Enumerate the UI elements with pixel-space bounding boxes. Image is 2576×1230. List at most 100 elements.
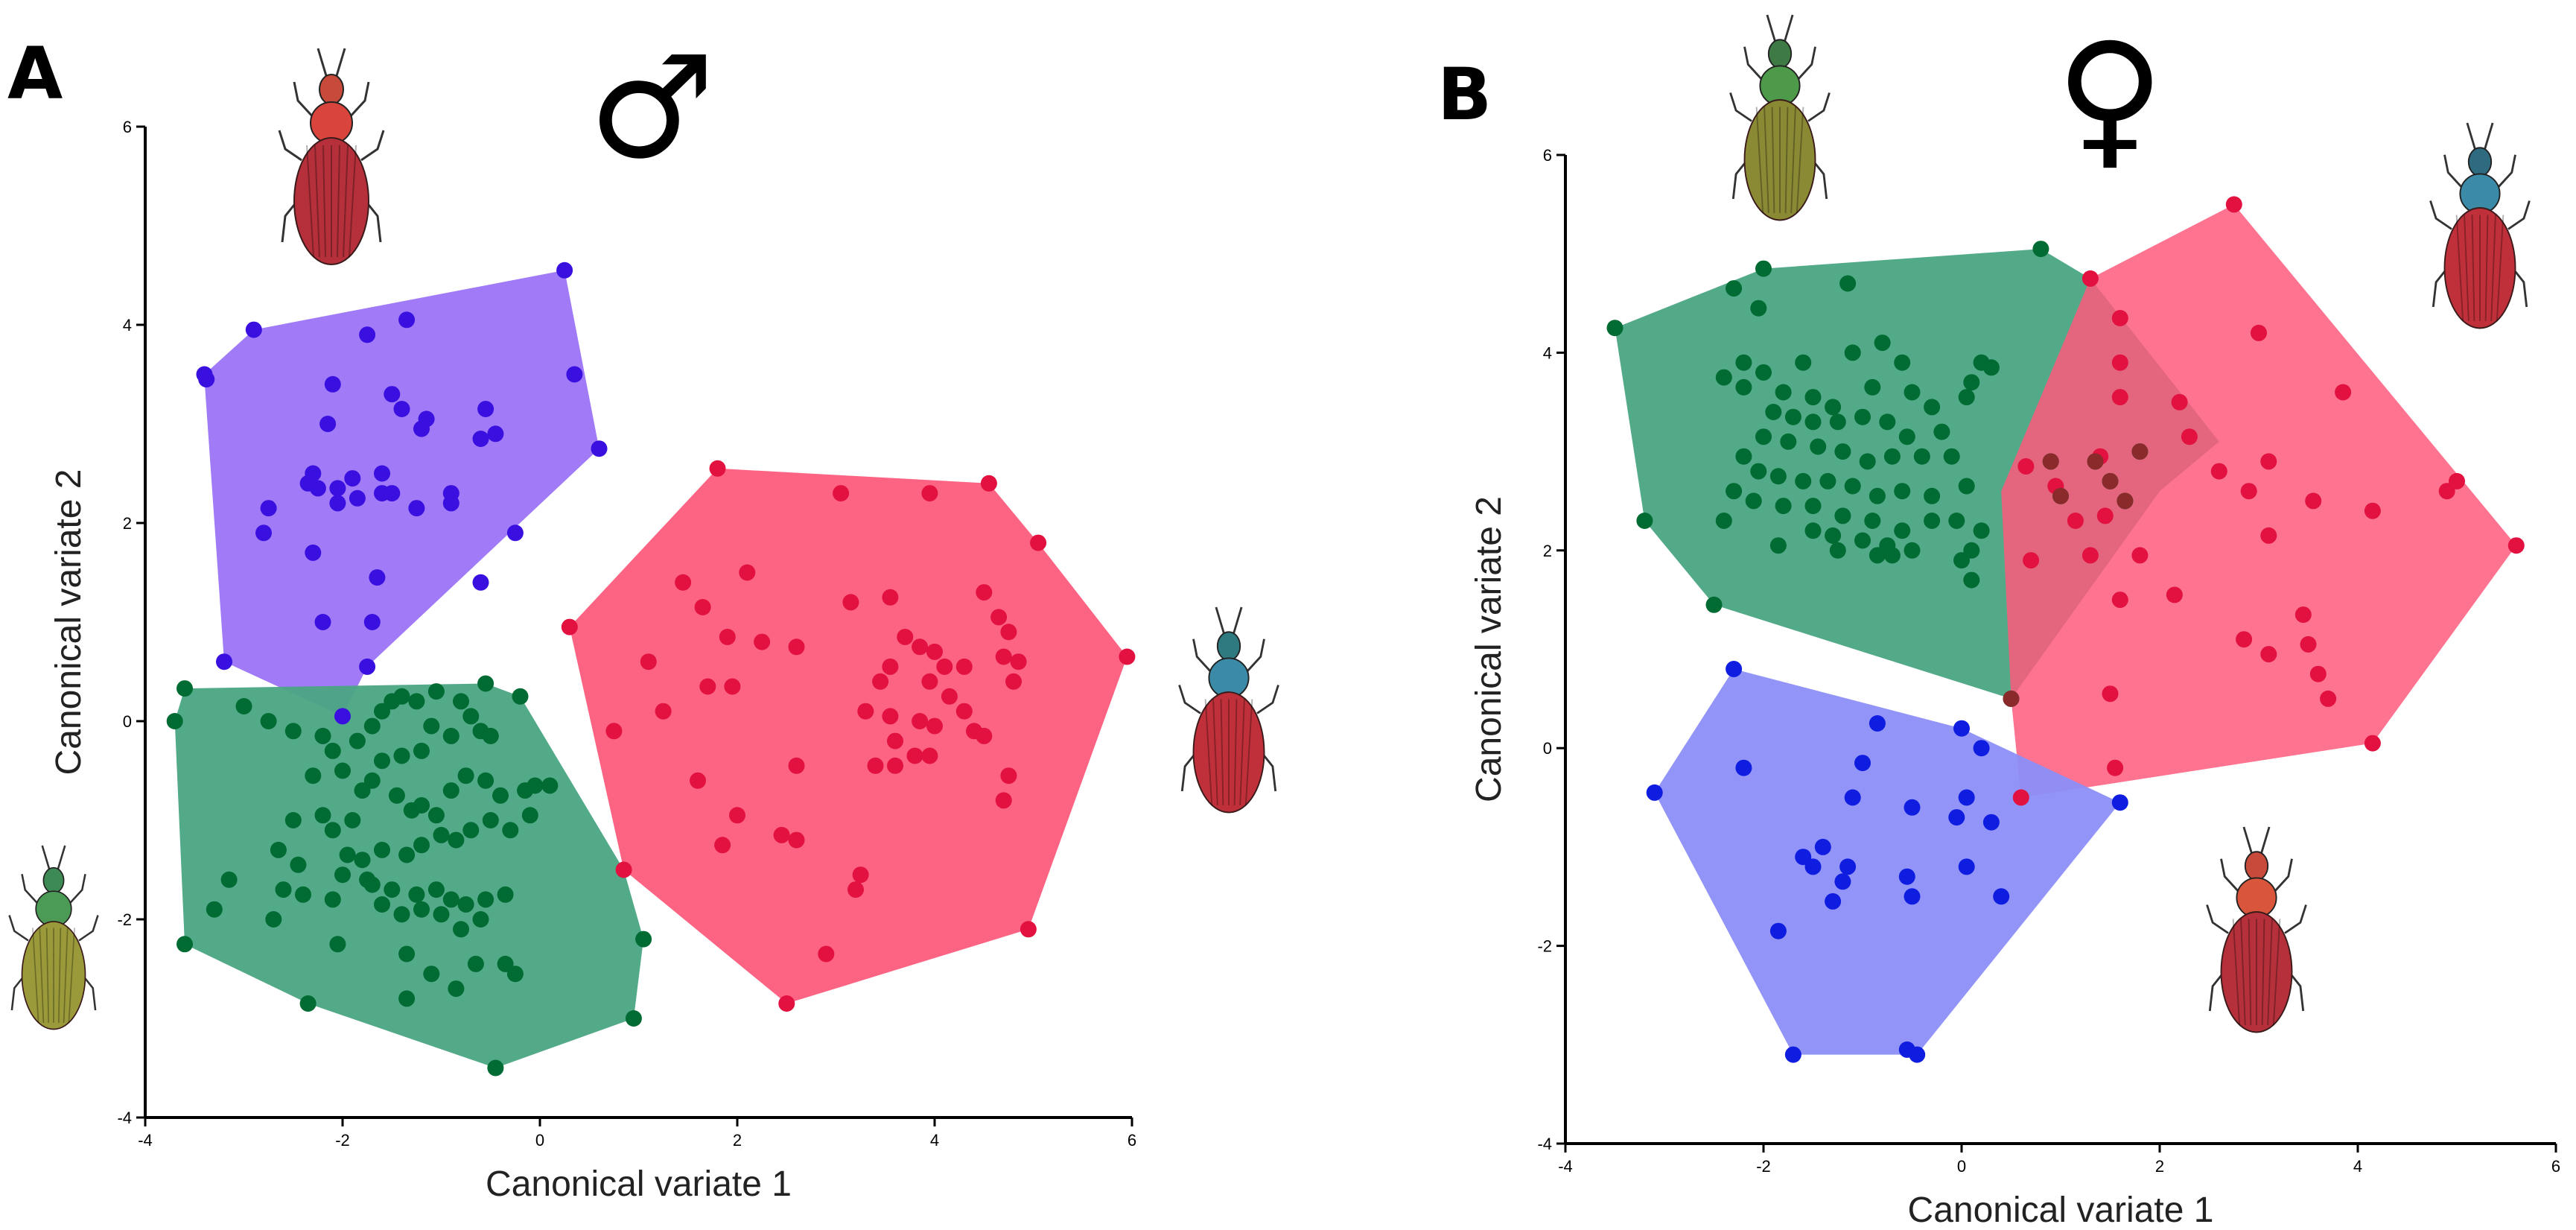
data-point <box>1924 513 1941 529</box>
data-point <box>334 708 351 725</box>
x-tick-label: -4 <box>1558 1157 1573 1176</box>
data-point <box>709 460 726 477</box>
data-point <box>1869 547 1886 564</box>
data-point <box>1904 384 1921 401</box>
data-point <box>926 643 943 660</box>
panel-a-plot: -4 -2 0 2 4 6 -4 -2 0 2 4 6 Canonical variate 1 Canon… <box>49 118 1136 1204</box>
data-point <box>512 688 529 705</box>
series-green <box>166 675 652 1077</box>
data-point <box>1010 653 1027 671</box>
data-point <box>1859 453 1876 470</box>
data-point <box>255 524 272 542</box>
data-point <box>1000 767 1017 784</box>
data-point <box>482 727 499 744</box>
data-point <box>374 465 390 482</box>
data-point <box>398 945 416 963</box>
data-point <box>2087 453 2104 470</box>
data-point <box>1839 858 1857 875</box>
data-point <box>912 713 929 729</box>
data-point <box>867 757 884 774</box>
data-point <box>1750 299 1767 317</box>
data-point <box>1924 487 1941 504</box>
data-point <box>1636 513 1653 529</box>
data-point <box>1904 888 1921 905</box>
data-point <box>561 618 578 635</box>
data-point <box>393 747 410 764</box>
data-point <box>472 431 489 447</box>
data-point <box>453 921 469 938</box>
data-point <box>384 485 401 502</box>
data-point <box>1769 922 1787 939</box>
data-point <box>1784 1046 1801 1063</box>
data-point <box>216 653 232 671</box>
data-point <box>2309 665 2327 682</box>
data-point <box>393 688 410 705</box>
data-point <box>1982 814 2000 831</box>
data-point <box>2438 483 2455 500</box>
data-point <box>1000 624 1017 641</box>
data-point <box>408 693 425 710</box>
data-point <box>329 495 346 512</box>
data-point <box>324 375 341 393</box>
data-point <box>206 901 223 918</box>
data-point <box>245 321 262 338</box>
data-point <box>363 772 381 789</box>
data-point <box>1839 275 1857 292</box>
x-tick-label: -2 <box>335 1131 350 1150</box>
data-point <box>1844 789 1861 806</box>
data-point <box>921 485 938 502</box>
y-tick-label: 6 <box>123 118 132 136</box>
data-point <box>521 807 538 824</box>
data-point <box>448 980 465 998</box>
data-point <box>359 658 376 675</box>
data-point <box>393 906 410 923</box>
panel-b-plot: -4 -2 0 2 4 6 -4 -2 0 2 4 6 Canonical variate 1 Canon… <box>1469 146 2560 1230</box>
data-point <box>2364 735 2381 752</box>
data-point <box>1750 463 1767 480</box>
y-tick-label: -4 <box>117 1109 132 1127</box>
data-point <box>1844 478 1861 495</box>
data-point <box>1869 715 1886 732</box>
data-point <box>655 703 672 720</box>
data-point <box>699 678 716 695</box>
data-point <box>363 614 381 630</box>
data-point <box>788 757 805 774</box>
data-point <box>374 896 390 913</box>
data-point <box>1005 673 1022 690</box>
data-point <box>1735 378 1752 396</box>
data-point <box>477 891 494 908</box>
data-point <box>882 658 899 675</box>
data-point <box>2107 759 2124 776</box>
data-point <box>1726 280 1743 297</box>
data-point <box>487 425 504 443</box>
data-point <box>363 876 381 893</box>
data-point <box>427 807 445 824</box>
data-point <box>2260 646 2277 663</box>
data-point <box>427 881 445 898</box>
data-point <box>1715 513 1732 529</box>
data-point <box>1874 335 1891 352</box>
data-point <box>694 599 711 615</box>
data-point <box>1825 893 1842 910</box>
data-point <box>1825 527 1842 544</box>
data-point <box>398 311 416 329</box>
data-point <box>1829 542 1846 559</box>
data-point <box>1769 537 1787 554</box>
data-point <box>1864 513 1881 529</box>
y-tick-label: 2 <box>123 514 132 533</box>
data-point <box>921 747 938 764</box>
data-point <box>275 881 292 898</box>
data-point <box>1854 755 1871 772</box>
data-point <box>615 861 632 878</box>
data-point <box>433 906 450 923</box>
data-point <box>1804 498 1822 515</box>
data-point <box>1844 344 1861 361</box>
data-point <box>926 717 943 735</box>
series-purple <box>196 261 608 725</box>
data-point <box>324 822 341 839</box>
y-tick-label: 0 <box>1543 739 1552 758</box>
data-point <box>457 767 474 784</box>
data-point <box>349 732 366 749</box>
data-point <box>1963 571 1980 589</box>
